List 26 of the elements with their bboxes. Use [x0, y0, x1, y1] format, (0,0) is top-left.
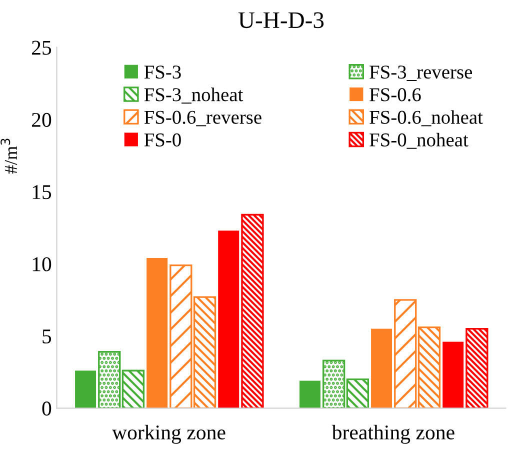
legend-label: FS-0.6_noheat: [370, 110, 483, 126]
legend-label: FS-0.6_reverse: [144, 110, 262, 126]
bar: [371, 328, 392, 408]
x-tick-label: breathing zone: [332, 424, 454, 444]
bar: [146, 258, 168, 408]
y-axis-title: #/m$^{3}$: [0, 138, 18, 174]
y-tick-label: 0: [42, 402, 52, 416]
y-tick-label: 25: [32, 40, 52, 55]
legend-label: FS-0: [144, 133, 181, 146]
chart-title: U-H-D-3: [238, 12, 324, 28]
bar: [75, 370, 96, 408]
x-tick-label: working zone: [112, 424, 226, 444]
bar: [241, 214, 264, 408]
y-tick-label: 5: [42, 330, 52, 344]
y-tick-label: 10: [32, 257, 52, 272]
y-tick-label: 15: [32, 185, 52, 200]
legend-label: FS-3: [144, 66, 181, 79]
y-tick-label: 20: [32, 112, 52, 127]
legend-label: FS-0_noheat: [370, 132, 468, 149]
bar: [466, 328, 488, 408]
bar: [442, 342, 464, 408]
legend-label: FS-3_noheat: [144, 88, 244, 104]
bar: [299, 380, 320, 408]
legend-label: FS-0.6: [370, 88, 421, 102]
legend-label: FS-3_reverse: [370, 66, 472, 81]
bar: [218, 230, 240, 408]
